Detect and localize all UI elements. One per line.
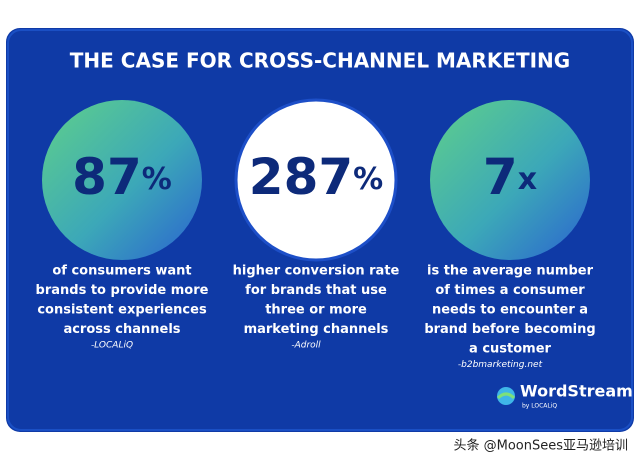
logo-icon <box>497 387 515 405</box>
title: THE CASE FOR CROSS-CHANNEL MARKETING <box>70 49 570 73</box>
stat-circle <box>430 100 590 260</box>
stat-description: consistent experiences <box>37 303 207 318</box>
watermark: 头条 @MoonSees亚马逊培训 <box>453 438 628 454</box>
logo-name: WordStream <box>520 382 633 401</box>
stat-unit: x <box>518 162 537 197</box>
stat-number: 87 <box>72 148 142 206</box>
stat-description: needs to encounter a <box>432 303 588 318</box>
stat-description: is the average number <box>427 264 594 279</box>
card-border <box>7 29 633 431</box>
stat-description: marketing channels <box>244 322 389 337</box>
stats: 87% of consumers want brands to provide mo… <box>36 98 596 370</box>
stat-description: a customer <box>469 342 552 357</box>
stat-number: 287 <box>249 148 353 206</box>
stat-value: 87% <box>72 148 172 206</box>
stat-description: across channels <box>63 322 180 337</box>
logo-icon-wave <box>496 392 516 400</box>
stat-source: -b2bmarketing.net <box>458 360 543 370</box>
stat-description: higher conversion rate <box>233 264 400 279</box>
stat-source: -LOCALiQ <box>91 341 133 351</box>
stat-value: 7x <box>483 148 537 206</box>
stat-description: three or more <box>265 303 367 318</box>
stat-circle <box>42 100 202 260</box>
stat-number: 7 <box>483 148 518 206</box>
stat-unit: % <box>142 162 172 197</box>
logo-byline: by LOCALiQ <box>522 403 557 410</box>
logo: WordStream by LOCALiQ <box>496 382 633 410</box>
stat-description: of consumers want <box>52 264 191 279</box>
stat-source: -Adroll <box>291 341 321 351</box>
stat-value: 287% <box>249 148 383 206</box>
stat-unit: % <box>353 162 383 197</box>
stat-description: brand before becoming <box>424 322 595 337</box>
stat-description: of times a consumer <box>435 283 585 298</box>
stat-description: for brands that use <box>245 283 387 298</box>
stat-description: brands to provide more <box>36 283 209 298</box>
stat-circle <box>234 98 398 262</box>
